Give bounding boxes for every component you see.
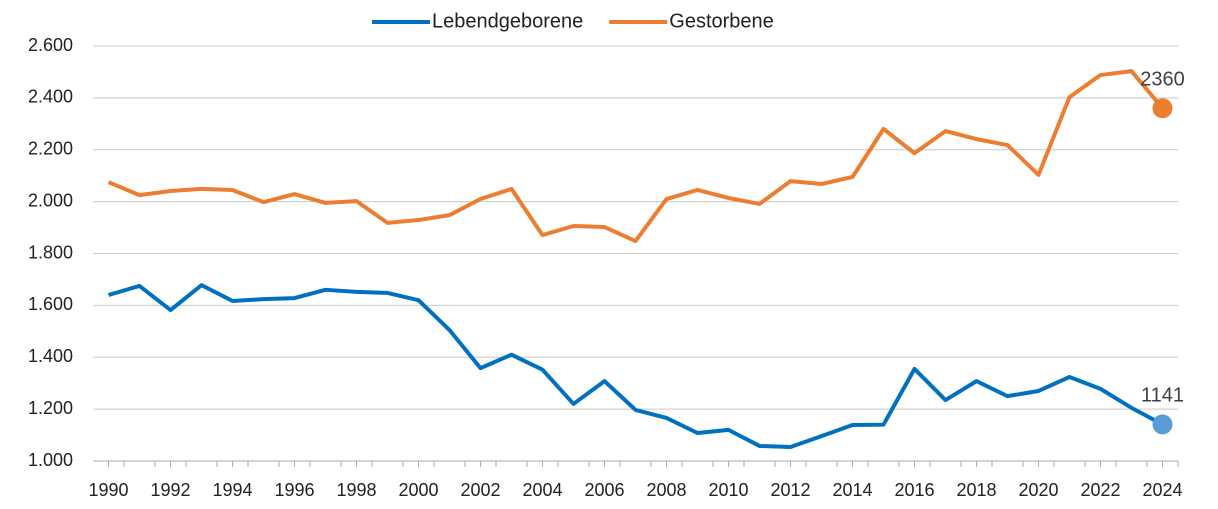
y-tick-label: 2.000 bbox=[28, 190, 73, 210]
series-line bbox=[107, 283, 1164, 449]
x-tick-label: 2014 bbox=[832, 480, 872, 500]
x-tick-label: 1992 bbox=[150, 480, 190, 500]
y-tick-label: 1.000 bbox=[28, 450, 73, 470]
y-tick-label: 2.200 bbox=[28, 139, 73, 159]
x-tick-label: 1990 bbox=[88, 480, 128, 500]
x-tick-label: 2018 bbox=[956, 480, 996, 500]
y-tick-label: 1.200 bbox=[28, 398, 73, 418]
x-tick-label: 1998 bbox=[336, 480, 376, 500]
end-marker bbox=[1152, 98, 1173, 119]
legend-label: Gestorbene bbox=[669, 10, 774, 32]
x-tick-label: 2022 bbox=[1080, 480, 1120, 500]
x-tick-label: 2010 bbox=[708, 480, 748, 500]
x-tick-label: 2024 bbox=[1142, 480, 1182, 500]
y-tick-label: 2.600 bbox=[28, 35, 73, 55]
x-tick-label: 2000 bbox=[398, 480, 438, 500]
x-tick-label: 2002 bbox=[460, 480, 500, 500]
x-tick-label: 1996 bbox=[274, 480, 314, 500]
data-label: 1141 bbox=[1141, 385, 1184, 407]
x-tick-label: 2016 bbox=[894, 480, 934, 500]
x-tick-label: 1994 bbox=[212, 480, 252, 500]
x-tick-label: 2020 bbox=[1018, 480, 1058, 500]
data-label: 2360 bbox=[1140, 69, 1185, 91]
y-tick-label: 1.600 bbox=[28, 294, 73, 314]
x-tick-label: 2006 bbox=[584, 480, 624, 500]
y-tick-label: 1.400 bbox=[28, 346, 73, 366]
legend-label: Lebendgeborene bbox=[432, 10, 583, 32]
x-tick-label: 2004 bbox=[522, 480, 562, 500]
y-tick-label: 1.800 bbox=[28, 242, 73, 262]
x-tick-label: 2008 bbox=[646, 480, 686, 500]
x-tick-label: 2012 bbox=[770, 480, 810, 500]
series-line bbox=[107, 69, 1165, 244]
end-marker bbox=[1152, 414, 1173, 435]
y-tick-label: 2.400 bbox=[28, 87, 73, 107]
